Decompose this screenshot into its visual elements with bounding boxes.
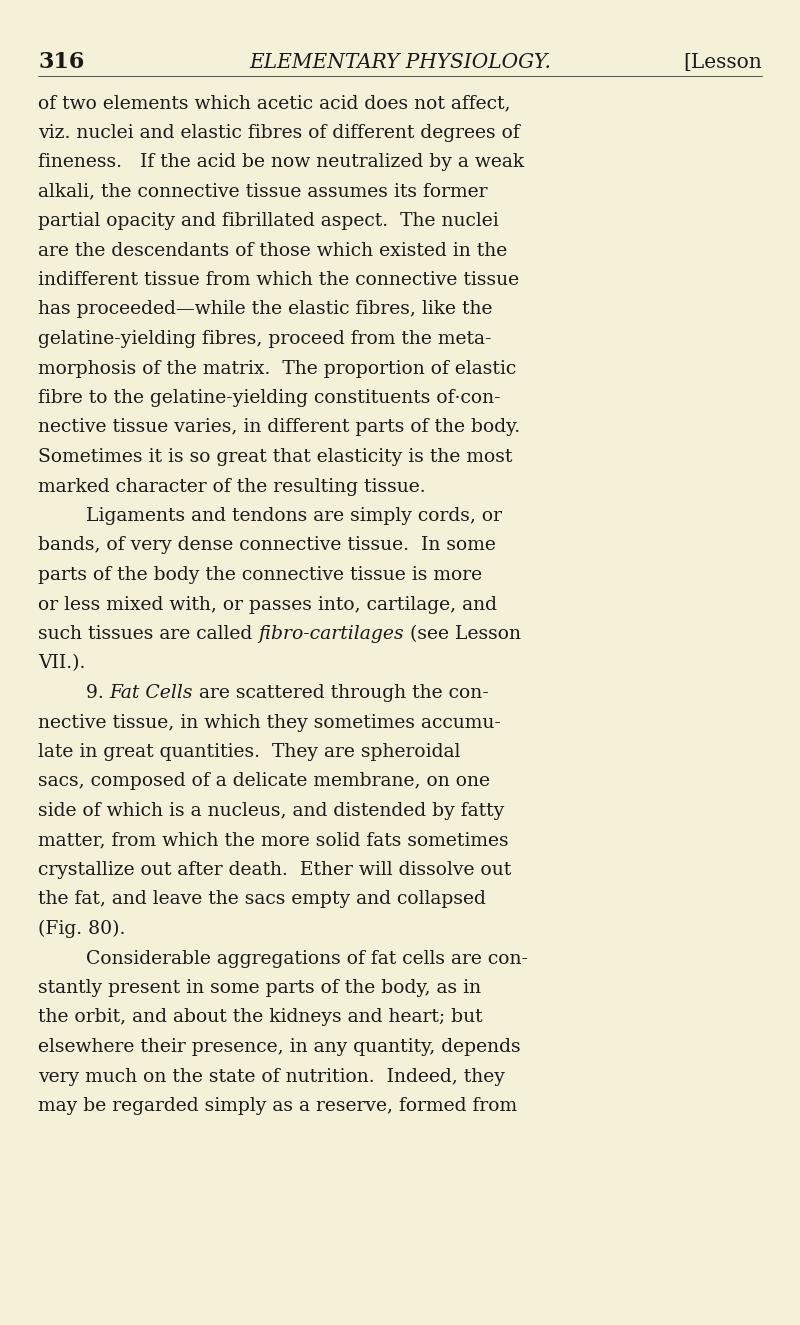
Text: bands, of very dense connective tissue.  In some: bands, of very dense connective tissue. … xyxy=(38,537,496,554)
Text: crystallize out after death.  Ether will dissolve out: crystallize out after death. Ether will … xyxy=(38,861,511,878)
Text: elsewhere their presence, in any quantity, depends: elsewhere their presence, in any quantit… xyxy=(38,1037,521,1056)
Text: Sometimes it is so great that elasticity is the most: Sometimes it is so great that elasticity… xyxy=(38,448,512,466)
Text: (see Lesson: (see Lesson xyxy=(404,625,521,643)
Text: nective tissue varies, in different parts of the body.: nective tissue varies, in different part… xyxy=(38,419,520,436)
Text: parts of the body the connective tissue is more: parts of the body the connective tissue … xyxy=(38,566,482,584)
Text: fibre to the gelatine-yielding constituents of·con-: fibre to the gelatine-yielding constitue… xyxy=(38,390,501,407)
Text: fibro-cartilages: fibro-cartilages xyxy=(258,625,404,643)
Text: side of which is a nucleus, and distended by fatty: side of which is a nucleus, and distende… xyxy=(38,802,504,820)
Text: or less mixed with, or passes into, cartilage, and: or less mixed with, or passes into, cart… xyxy=(38,595,497,613)
Text: alkali, the connective tissue assumes its former: alkali, the connective tissue assumes it… xyxy=(38,183,487,200)
Text: VII.).: VII.). xyxy=(38,655,86,673)
Text: of two elements which acetic acid does not affect,: of two elements which acetic acid does n… xyxy=(38,94,510,113)
Text: fineness.   If the acid be now neutralized by a weak: fineness. If the acid be now neutralized… xyxy=(38,152,524,171)
Text: viz. nuclei and elastic fibres of different degrees of: viz. nuclei and elastic fibres of differ… xyxy=(38,123,520,142)
Text: marked character of the resulting tissue.: marked character of the resulting tissue… xyxy=(38,477,426,496)
Text: [Lesson: [Lesson xyxy=(683,53,762,72)
Text: Considerable aggregations of fat cells are con-: Considerable aggregations of fat cells a… xyxy=(86,950,528,967)
Text: very much on the state of nutrition.  Indeed, they: very much on the state of nutrition. Ind… xyxy=(38,1068,505,1085)
Text: sacs, composed of a delicate membrane, on one: sacs, composed of a delicate membrane, o… xyxy=(38,772,490,791)
Text: partial opacity and fibrillated aspect.  The nuclei: partial opacity and fibrillated aspect. … xyxy=(38,212,498,231)
Text: nective tissue, in which they sometimes accumu-: nective tissue, in which they sometimes … xyxy=(38,713,501,731)
Text: gelatine-yielding fibres, proceed from the meta-: gelatine-yielding fibres, proceed from t… xyxy=(38,330,491,348)
Text: Ligaments and tendons are simply cords, or: Ligaments and tendons are simply cords, … xyxy=(86,507,502,525)
Text: stantly present in some parts of the body, as in: stantly present in some parts of the bod… xyxy=(38,979,481,996)
Text: 316: 316 xyxy=(38,50,84,73)
Text: morphosis of the matrix.  The proportion of elastic: morphosis of the matrix. The proportion … xyxy=(38,359,516,378)
Text: Fat Cells: Fat Cells xyxy=(110,684,194,702)
Text: may be regarded simply as a reserve, formed from: may be regarded simply as a reserve, for… xyxy=(38,1097,517,1116)
Text: indifferent tissue from which the connective tissue: indifferent tissue from which the connec… xyxy=(38,272,519,289)
Text: the fat, and leave the sacs empty and collapsed: the fat, and leave the sacs empty and co… xyxy=(38,890,486,909)
Text: late in great quantities.  They are spheroidal: late in great quantities. They are spher… xyxy=(38,743,460,761)
Text: are the descendants of those which existed in the: are the descendants of those which exist… xyxy=(38,241,507,260)
Text: are scattered through the con-: are scattered through the con- xyxy=(194,684,489,702)
Text: (Fig. 80).: (Fig. 80). xyxy=(38,920,126,938)
Text: has proceeded—while the elastic fibres, like the: has proceeded—while the elastic fibres, … xyxy=(38,301,493,318)
Text: 9.: 9. xyxy=(86,684,110,702)
Text: such tissues are called: such tissues are called xyxy=(38,625,258,643)
Text: matter, from which the more solid fats sometimes: matter, from which the more solid fats s… xyxy=(38,832,509,849)
Text: the orbit, and about the kidneys and heart; but: the orbit, and about the kidneys and hea… xyxy=(38,1008,482,1027)
Text: ELEMENTARY PHYSIOLOGY.: ELEMENTARY PHYSIOLOGY. xyxy=(249,53,551,72)
